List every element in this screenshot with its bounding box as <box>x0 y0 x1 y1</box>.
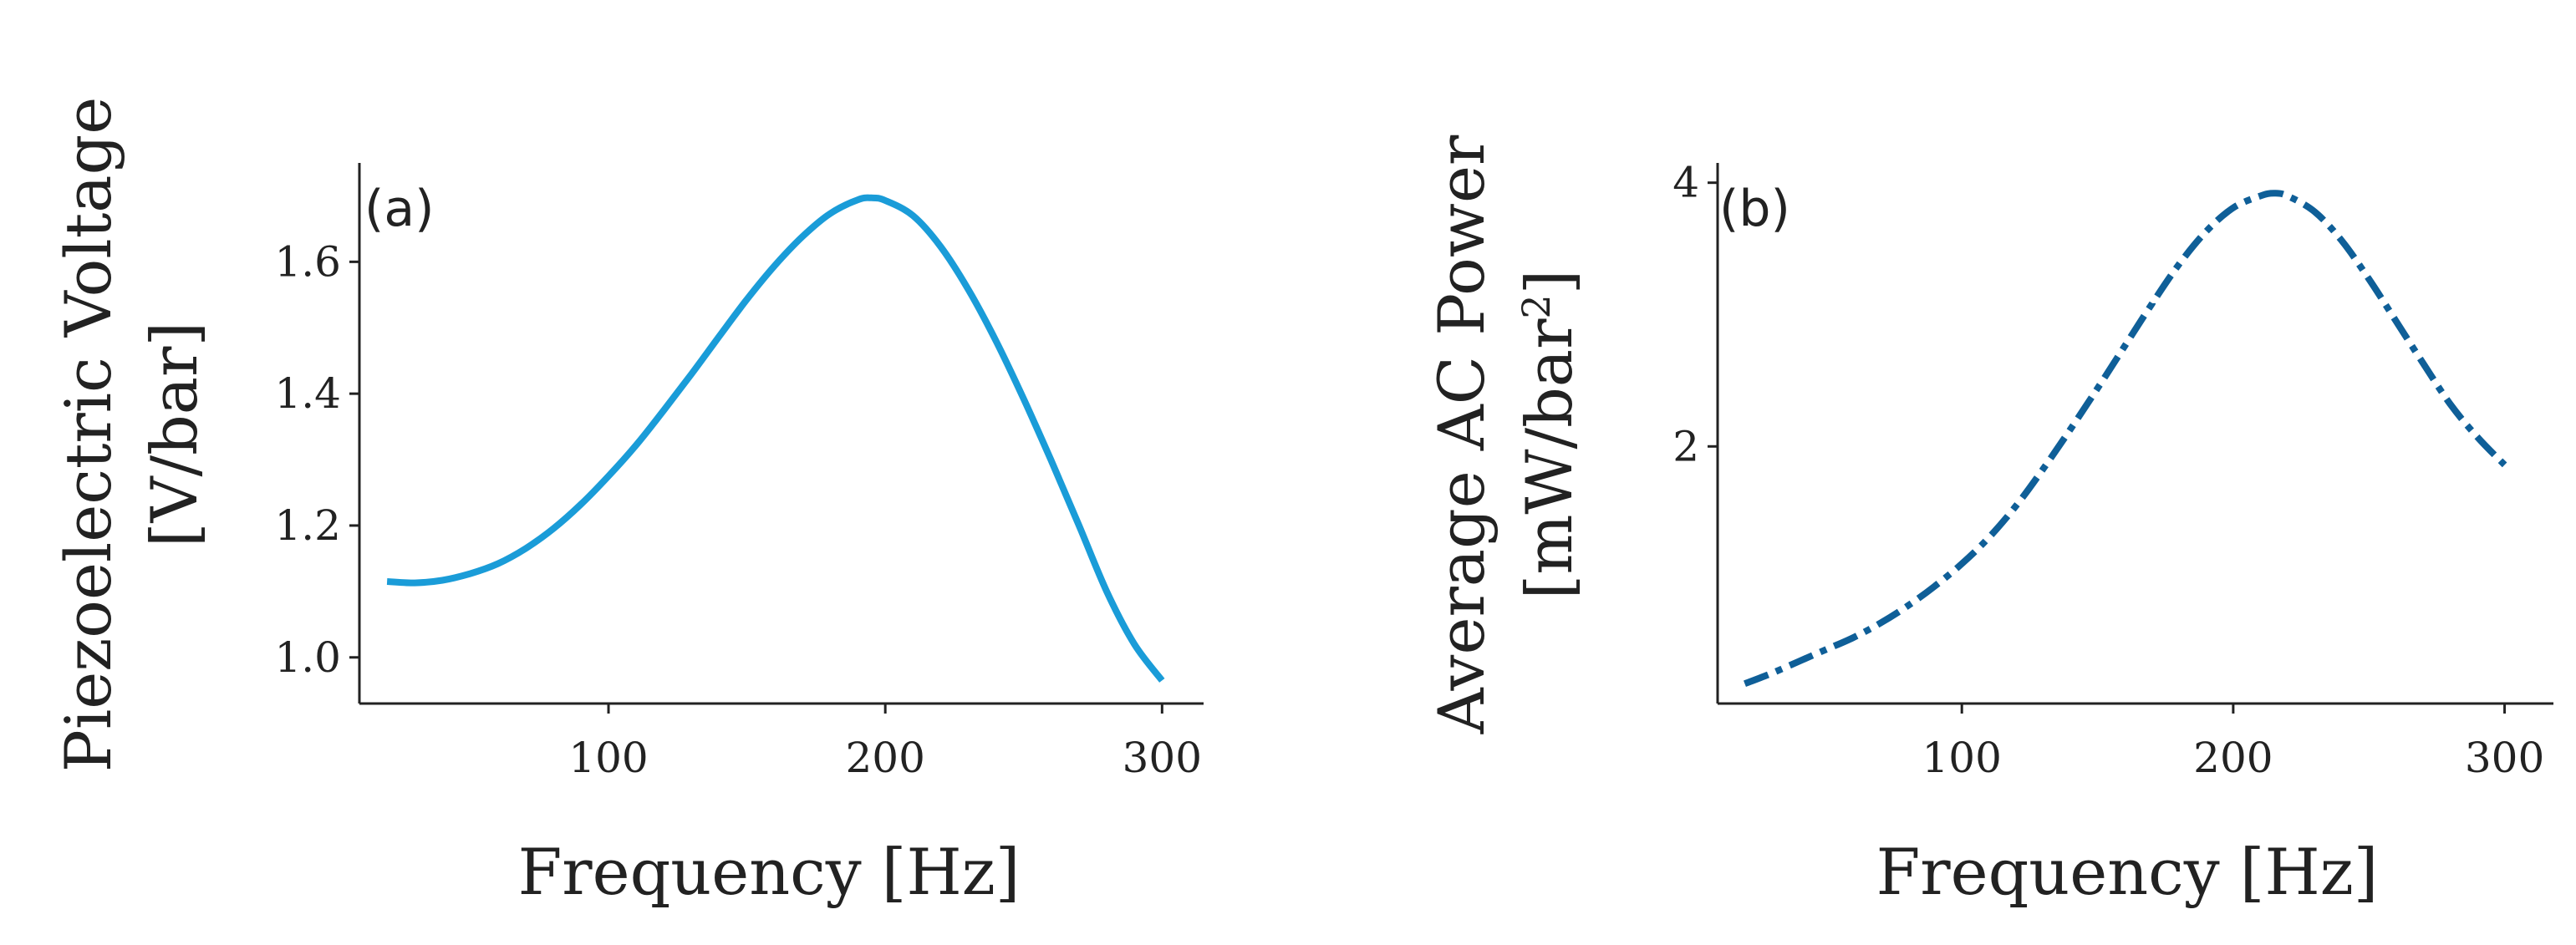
panel-a-label: (a) <box>364 180 435 238</box>
panel-b-y-tick-label: 4 <box>1672 159 1699 207</box>
panel-a-series-line <box>386 194 1165 683</box>
panel-a-y-tick-label: 1.6 <box>274 237 341 286</box>
panel-a-y-tick-label: 1.0 <box>274 633 341 682</box>
panel-a-y-tick-label: 1.4 <box>274 369 341 418</box>
panel-b-y-tick-label: 2 <box>1672 422 1699 470</box>
panel-b-power-chart: (b) Average AC Power [mW/bar2] Frequency… <box>1424 135 2553 909</box>
panel-a-ylabel-line1: Piezoelectric Voltage <box>51 97 125 772</box>
panel-b-series-line <box>1744 190 2507 688</box>
panel-a-x-tick-label: 100 <box>568 734 648 782</box>
panel-a-voltage-chart: (a) Piezoelectric Voltage [V/bar] Freque… <box>51 97 1204 909</box>
panel-a-xlabel: Frequency [Hz] <box>518 835 1021 909</box>
panel-b-ylabel-line2: [mW/bar2] <box>1512 270 1586 600</box>
panel-b-x-tick-label: 300 <box>2465 734 2544 782</box>
panel-a-x-tick-label: 200 <box>845 734 924 782</box>
panel-a-ylabel-line2: [V/bar] <box>137 322 211 547</box>
panel-b-ylabel-line2-pre: [mW/bar <box>1512 318 1586 599</box>
panel-b-label: (b) <box>1719 180 1790 238</box>
panel-b-x-tick-label: 100 <box>1922 734 2001 782</box>
panel-b-ylabel-line2-sup: 2 <box>1514 294 1559 318</box>
panel-b-ylabel-line1: Average AC Power <box>1424 135 1499 734</box>
panel-a-x-tick-label: 300 <box>1123 734 1202 782</box>
panel-b-ylabel-line2-post: ] <box>1512 270 1586 295</box>
panel-b-x-tick-label: 200 <box>2193 734 2273 782</box>
panel-a-y-tick-label: 1.2 <box>274 501 341 550</box>
panel-b-xlabel: Frequency [Hz] <box>1876 835 2379 909</box>
